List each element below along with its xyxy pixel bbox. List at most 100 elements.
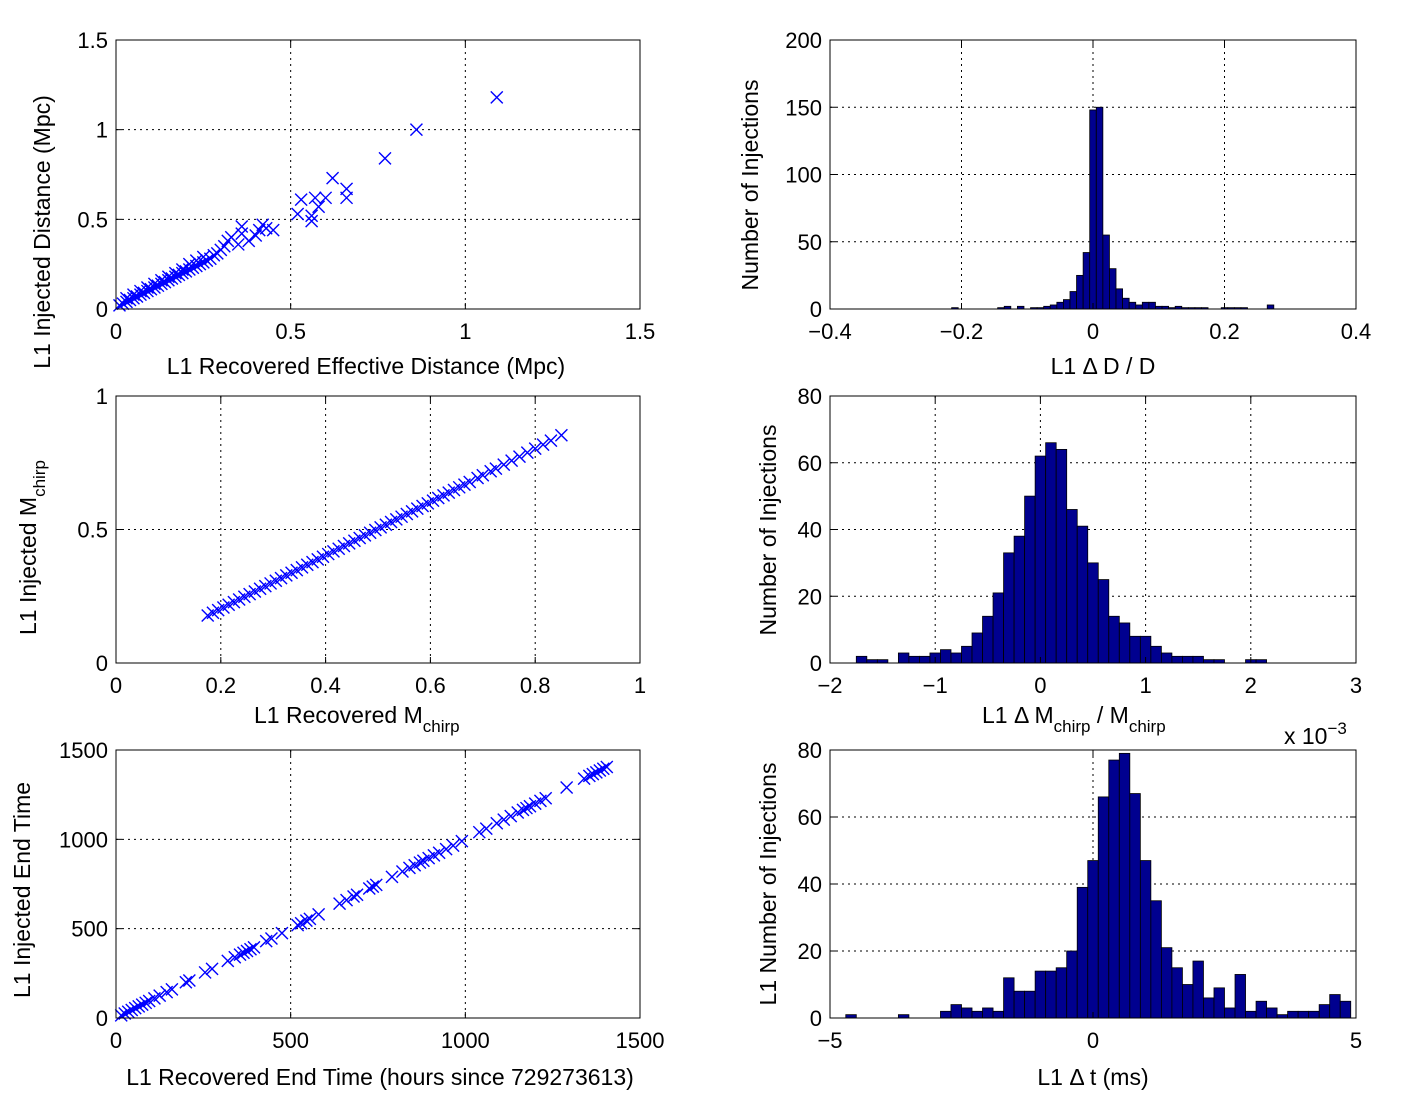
histogram-bar [1182, 984, 1194, 1019]
x-tick-label: 0.2 [1209, 319, 1240, 344]
data-point [221, 954, 235, 968]
y-tick-label: 1.5 [77, 28, 108, 53]
x-tick-label: 3 [1350, 673, 1362, 698]
data-point [593, 764, 607, 778]
data-point [168, 266, 182, 280]
x-tick-label: −1 [923, 673, 948, 698]
histogram-bar [1308, 1010, 1320, 1019]
histogram-bar [1102, 234, 1110, 310]
histogram-bar [845, 1014, 857, 1019]
y-tick-label: 1000 [59, 827, 108, 852]
y-tick-label: 1 [96, 384, 108, 409]
data-point [312, 907, 326, 921]
y-tick-label: 200 [785, 28, 822, 53]
histogram-bar [1034, 455, 1047, 664]
histogram-bar [1066, 950, 1078, 1019]
data-point [333, 897, 347, 911]
x-tick-label: 0 [110, 319, 122, 344]
histogram-bar [908, 655, 920, 664]
histogram-bar [992, 592, 1004, 664]
y-tick-label: 60 [798, 451, 822, 476]
data-point [312, 200, 326, 214]
histogram-bar [897, 652, 910, 664]
data-point [196, 250, 210, 264]
data-point [512, 450, 526, 464]
histogram-bar [1109, 268, 1117, 310]
histogram-bar [1024, 495, 1036, 664]
x-tick-label: 0 [1087, 319, 1099, 344]
y-tick-label: 80 [798, 738, 822, 763]
y-axis-label: L1 Injected Distance (Mpc) [29, 95, 55, 369]
data-point [114, 1008, 128, 1022]
data-point [544, 434, 558, 448]
histogram-bar [1339, 1000, 1352, 1019]
histogram-bar [1203, 997, 1215, 1019]
x-axis-label: L1 Recovered End Time (hours since 72927… [126, 1064, 634, 1090]
data-point [305, 214, 319, 228]
data-point [504, 809, 518, 823]
y-tick-label: 0.5 [77, 207, 108, 232]
histogram-bar [971, 632, 983, 664]
x-tick-label: 1500 [616, 1028, 665, 1053]
histogram-bar [1266, 304, 1275, 310]
histogram-bar [1255, 1000, 1267, 1019]
data-point [600, 760, 614, 774]
histogram-bar [1245, 1010, 1257, 1019]
y-tick-label: 1500 [59, 738, 108, 763]
data-point [147, 277, 161, 291]
histogram-bar [1234, 974, 1246, 1019]
data-point [153, 989, 167, 1003]
x-tick-label: 0.8 [520, 673, 551, 698]
data-point [439, 842, 453, 856]
data-point [182, 263, 196, 277]
histogram-bar [1108, 759, 1120, 1019]
data-point [539, 791, 553, 805]
histogram-bar [1150, 645, 1162, 664]
data-point [385, 870, 399, 884]
histogram-bar [1139, 860, 1152, 1019]
x-axis-label: L1 Δ D / D [1051, 353, 1156, 379]
y-tick-label: 500 [71, 917, 108, 942]
data-point [303, 912, 317, 926]
histogram-bar [1297, 1010, 1310, 1019]
histogram-bar [1076, 274, 1084, 310]
y-axis-label: Number of Injections [755, 425, 781, 636]
histogram-bar [961, 1007, 973, 1019]
data-point [350, 888, 364, 902]
x-tick-label: −0.2 [940, 319, 983, 344]
histogram-bar [1122, 297, 1130, 310]
x-tick-label: 5 [1350, 1028, 1362, 1053]
data-point [275, 926, 289, 940]
y-tick-label: 60 [798, 805, 822, 830]
data-point [319, 191, 333, 205]
y-tick-label: 0 [810, 297, 822, 322]
data-point [198, 965, 212, 979]
histogram-bar [1150, 900, 1162, 1019]
histogram-bar [950, 1004, 962, 1019]
y-tick-label: 0 [96, 297, 108, 322]
data-point [369, 878, 383, 892]
histogram-bar [1129, 635, 1141, 664]
histogram-bar [1108, 615, 1120, 664]
histogram-bar [1097, 579, 1110, 664]
data-point [490, 90, 504, 104]
x-axis-label: L1 Recovered Effective Distance (Mpc) [167, 353, 565, 379]
x-axis-label: L1 Δ t (ms) [1037, 1064, 1148, 1090]
histogram-bar [1087, 860, 1099, 1019]
data-point [291, 918, 305, 932]
data-point [520, 446, 534, 460]
histogram-bar [950, 652, 962, 664]
histogram-bar [1135, 304, 1143, 310]
panel-chirp-mass-scatter: 0 0.2 0.4 0.6 0.8 1 0 0.5 1 L1 Recovered Mchirp… [15, 384, 646, 736]
data-point [347, 890, 361, 904]
data-point [497, 813, 511, 827]
y-axis-label: L1 Number of Injections [755, 763, 781, 1006]
histogram-bar [1129, 793, 1141, 1019]
x-tick-label: 0.6 [415, 673, 446, 698]
data-point [476, 468, 490, 482]
data-point [205, 962, 219, 976]
data-point [119, 291, 133, 305]
data-point [299, 914, 313, 928]
